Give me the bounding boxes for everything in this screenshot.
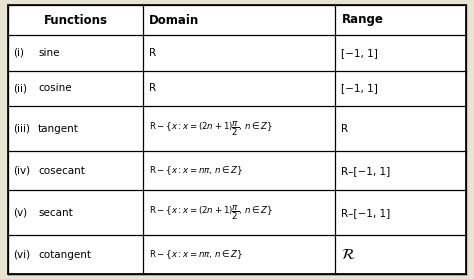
Text: Range: Range (341, 13, 383, 27)
Text: R–[−1, 1]: R–[−1, 1] (341, 166, 391, 176)
Text: [−1, 1]: [−1, 1] (341, 83, 378, 93)
Text: cotangent: cotangent (38, 250, 91, 260)
Text: (vi): (vi) (13, 250, 30, 260)
Text: $\mathrm{R}-\{x:x=(2n+1)\dfrac{\pi}{2},\,n\in Z\}$: $\mathrm{R}-\{x:x=(2n+1)\dfrac{\pi}{2},\… (149, 119, 273, 138)
Text: tangent: tangent (38, 124, 79, 134)
Text: [−1, 1]: [−1, 1] (341, 48, 378, 58)
Text: (i): (i) (13, 48, 24, 58)
Text: sine: sine (38, 48, 60, 58)
Text: (v): (v) (13, 208, 27, 218)
Text: cosecant: cosecant (38, 166, 85, 176)
Text: R: R (149, 48, 156, 58)
Text: secant: secant (38, 208, 73, 218)
Text: (iii): (iii) (13, 124, 30, 134)
Text: (iv): (iv) (13, 166, 30, 176)
Text: R–[−1, 1]: R–[−1, 1] (341, 208, 391, 218)
Text: $\mathrm{R}-\{x:x=n\pi,\,n\in Z\}$: $\mathrm{R}-\{x:x=n\pi,\,n\in Z\}$ (149, 164, 244, 177)
Text: (ii): (ii) (13, 83, 27, 93)
Text: $\mathcal{R}$: $\mathcal{R}$ (341, 247, 356, 262)
Text: cosine: cosine (38, 83, 72, 93)
Text: R: R (341, 124, 348, 134)
Text: Domain: Domain (149, 13, 200, 27)
Text: R: R (149, 83, 156, 93)
Text: $\mathrm{R}-\{x:x=n\pi,\,n\in Z\}$: $\mathrm{R}-\{x:x=n\pi,\,n\in Z\}$ (149, 248, 244, 261)
Text: $\mathrm{R}-\{x:x=(2n+1)\dfrac{\pi}{2},\,n\in Z\}$: $\mathrm{R}-\{x:x=(2n+1)\dfrac{\pi}{2},\… (149, 203, 273, 222)
Text: Functions: Functions (44, 13, 108, 27)
